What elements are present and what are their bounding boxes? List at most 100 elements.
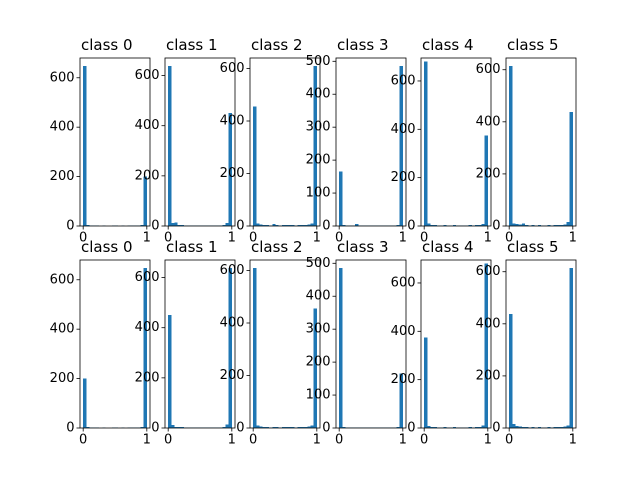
histogram-bar [566, 425, 570, 428]
x-tick-label: 0 [164, 433, 172, 448]
histogram-bar [143, 176, 147, 226]
histogram-bar [262, 426, 266, 428]
histogram-bar [512, 223, 516, 226]
x-tick-label: 1 [228, 433, 236, 448]
histogram-bar [171, 222, 175, 226]
histogram-bar [443, 225, 447, 226]
subplot-title: class 0 [81, 238, 133, 256]
histogram-bar [433, 225, 437, 226]
histogram-bar [225, 222, 229, 226]
y-tick-label: 600 [476, 62, 501, 77]
x-tick-label: 0 [164, 231, 172, 246]
axes-frame [164, 57, 236, 227]
histogram-bar [518, 224, 522, 226]
histogram-bar [452, 426, 456, 428]
x-tick-label: 1 [313, 231, 321, 246]
x-tick-label: 0 [335, 231, 343, 246]
histogram-bar [313, 65, 317, 227]
x-tick-label: 1 [569, 231, 577, 246]
y-tick-label: 600 [220, 263, 245, 278]
y-tick-label: 400 [220, 316, 245, 331]
y-tick-label: 600 [391, 275, 416, 290]
histogram-bar [509, 65, 513, 226]
subplot-title: class 2 [251, 238, 303, 256]
histogram-bar [168, 66, 172, 227]
x-tick-label: 1 [484, 433, 492, 448]
x-tick-label: 1 [569, 433, 577, 448]
y-tick-label: 0 [236, 421, 244, 436]
y-tick-label: 600 [476, 264, 501, 279]
histogram-bar [566, 222, 570, 226]
x-tick-label: 0 [505, 433, 513, 448]
histogram-bar [228, 268, 232, 428]
histogram-bar [265, 224, 270, 226]
subplot-title: class 1 [166, 36, 218, 54]
histogram-bar [307, 426, 311, 428]
histogram-bar [222, 225, 226, 226]
y-tick-label: 400 [306, 289, 331, 304]
histogram-bar [86, 224, 90, 226]
subplot-title: class 4 [422, 238, 474, 256]
y-tick-label: 300 [306, 120, 331, 135]
x-tick-label: 1 [228, 231, 236, 246]
axes-frame [505, 57, 577, 227]
histogram-bar [433, 427, 437, 428]
histogram-bar [259, 224, 263, 226]
y-tick-label: 0 [66, 421, 74, 436]
histogram-bar [140, 426, 144, 428]
y-tick-label: 400 [135, 320, 160, 335]
y-tick-label: 200 [220, 368, 245, 383]
histogram-bar [430, 224, 434, 226]
y-tick-label: 0 [66, 219, 74, 234]
histogram-bar [478, 224, 482, 226]
y-tick-label: 600 [135, 68, 160, 83]
axes-frame [79, 259, 151, 429]
subplot-title: class 4 [422, 36, 474, 54]
histogram-bar [265, 426, 270, 428]
axes-frame [164, 259, 236, 429]
y-tick-label: 0 [236, 219, 244, 234]
histogram-bar [521, 223, 526, 226]
y-tick-label: 400 [135, 118, 160, 133]
histogram-bar [177, 225, 181, 226]
subplot-title: class 5 [507, 238, 559, 256]
histogram-bar [396, 427, 400, 428]
y-tick-label: 100 [306, 186, 331, 201]
histogram-bar [262, 224, 266, 226]
subplot-title: class 2 [251, 36, 303, 54]
histogram-bar [143, 267, 147, 428]
subplot-title: class 3 [337, 36, 389, 54]
histogram-bar [399, 373, 403, 428]
histogram-bar [285, 426, 289, 428]
histogram-bar [300, 426, 305, 428]
x-tick-label: 1 [484, 231, 492, 246]
histogram-bar [307, 224, 311, 226]
histogram-bar [297, 426, 301, 428]
x-tick-label: 0 [79, 231, 87, 246]
y-tick-label: 200 [50, 371, 75, 386]
histogram-bar [342, 427, 346, 428]
histogram-bar [560, 224, 564, 226]
y-tick-label: 200 [306, 153, 331, 168]
subplot-title: class 5 [507, 36, 559, 54]
y-tick-label: 400 [306, 87, 331, 102]
histogram-bar [339, 268, 343, 428]
histogram-bar [256, 425, 260, 429]
axes-frame [420, 259, 492, 429]
histogram-bar [563, 224, 567, 226]
histogram-bar [515, 426, 519, 428]
histogram-bar [342, 225, 346, 226]
histogram-bar [272, 223, 276, 226]
x-tick-label: 0 [79, 433, 87, 448]
y-tick-label: 200 [220, 166, 245, 181]
histogram-bar [355, 224, 359, 226]
y-tick-label: 0 [151, 219, 159, 234]
histogram-bar [310, 223, 314, 227]
x-tick-label: 1 [399, 433, 407, 448]
y-tick-label: 200 [306, 355, 331, 370]
